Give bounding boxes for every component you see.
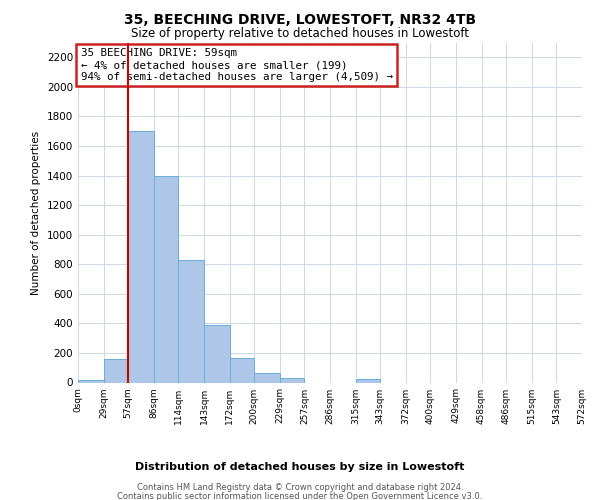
Text: Size of property relative to detached houses in Lowestoft: Size of property relative to detached ho… [131, 28, 469, 40]
Bar [280, 378, 304, 382]
Text: Contains HM Land Registry data © Crown copyright and database right 2024.: Contains HM Land Registry data © Crown c… [137, 484, 463, 492]
Bar [128, 131, 154, 382]
Text: 35 BEECHING DRIVE: 59sqm
← 4% of detached houses are smaller (199)
94% of semi-d: 35 BEECHING DRIVE: 59sqm ← 4% of detache… [80, 48, 392, 82]
Bar [78, 380, 104, 382]
Bar [230, 358, 254, 382]
Bar [204, 325, 230, 382]
Bar [254, 373, 280, 382]
Text: Contains public sector information licensed under the Open Government Licence v3: Contains public sector information licen… [118, 492, 482, 500]
Y-axis label: Number of detached properties: Number of detached properties [31, 130, 41, 294]
Text: 35, BEECHING DRIVE, LOWESTOFT, NR32 4TB: 35, BEECHING DRIVE, LOWESTOFT, NR32 4TB [124, 12, 476, 26]
Text: Distribution of detached houses by size in Lowestoft: Distribution of detached houses by size … [136, 462, 464, 472]
Bar [104, 359, 128, 382]
Bar [154, 176, 178, 382]
Bar [178, 260, 204, 382]
Bar [356, 379, 380, 382]
